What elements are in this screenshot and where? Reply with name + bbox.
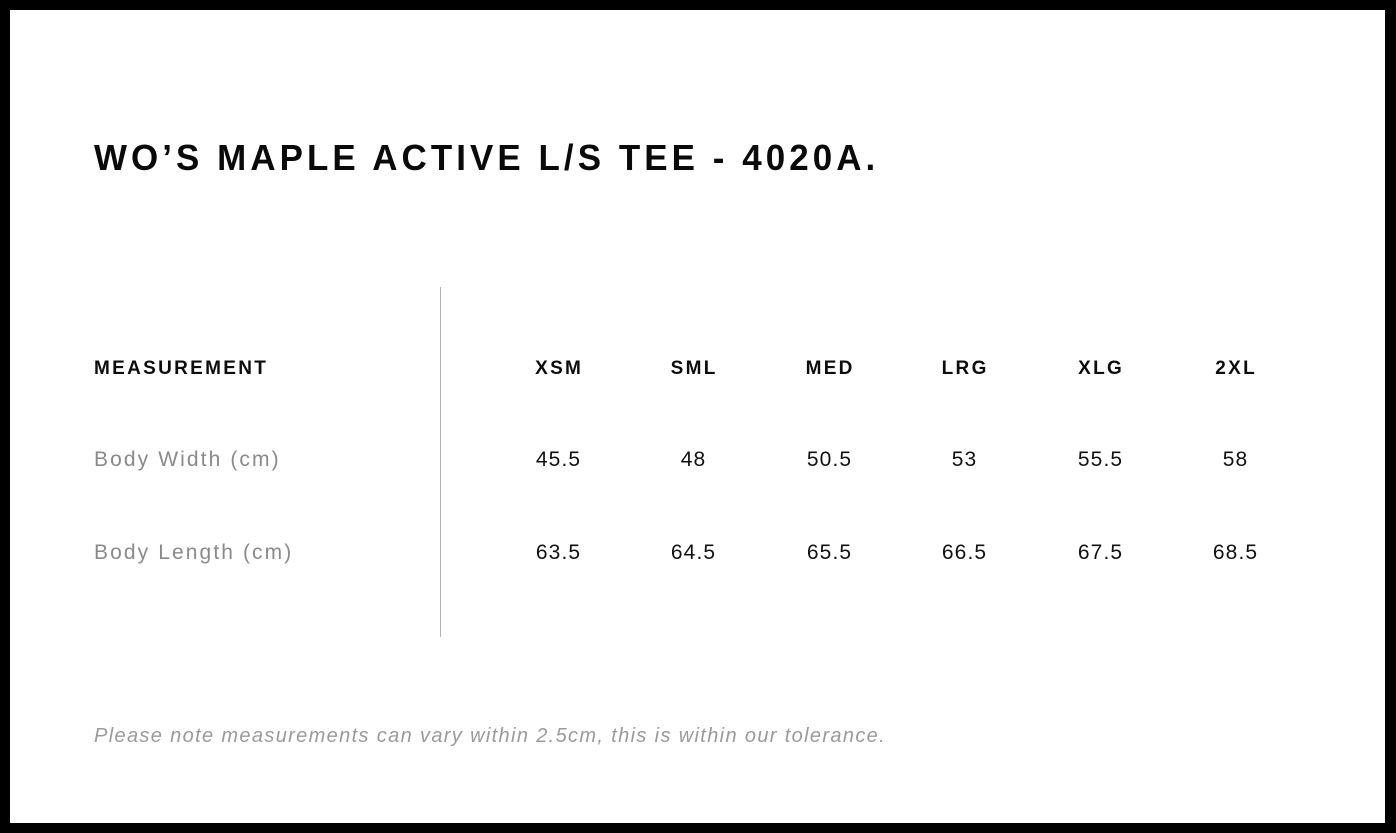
- cell-body-width-lrg: 53: [951, 448, 978, 471]
- cell-body-length-sml: 64.5: [670, 541, 717, 564]
- cell-body-length-lrg: 66.5: [941, 541, 988, 564]
- cell-body-width-xsm: 45.5: [535, 448, 582, 471]
- page-title: WO’S MAPLE ACTIVE L/S TEE - 4020A.: [94, 137, 880, 179]
- cell-body-length-2xl: 68.5: [1212, 541, 1259, 564]
- column-header-xlg: XLG: [1078, 358, 1125, 379]
- column-header-2xl: 2XL: [1215, 358, 1258, 379]
- column-header-med: MED: [805, 358, 855, 379]
- table-vertical-divider: [440, 287, 441, 637]
- column-header-measurement: MEASUREMENT: [94, 358, 269, 379]
- cell-body-width-xlg: 55.5: [1077, 448, 1124, 471]
- column-header-sml: SML: [670, 358, 718, 379]
- cell-body-width-med: 50.5: [806, 448, 853, 471]
- cell-body-width-sml: 48: [680, 448, 707, 471]
- cell-body-width-2xl: 58: [1222, 448, 1249, 471]
- table-row: Body Width (cm) 45.5 48 50.5 53 55.5 58: [10, 445, 1385, 475]
- column-header-xsm: XSM: [535, 358, 584, 379]
- column-header-lrg: LRG: [941, 358, 989, 379]
- row-label-body-width: Body Width (cm): [94, 448, 281, 471]
- table-header-row: MEASUREMENT XSM SML MED LRG XLG 2XL: [10, 354, 1385, 384]
- row-label-body-length: Body Length (cm): [94, 541, 294, 564]
- tolerance-note: Please note measurements can vary within…: [94, 725, 887, 747]
- cell-body-length-xsm: 63.5: [535, 541, 582, 564]
- table-row: Body Length (cm) 63.5 64.5 65.5 66.5 67.…: [10, 538, 1385, 568]
- cell-body-length-xlg: 67.5: [1077, 541, 1124, 564]
- cell-body-length-med: 65.5: [806, 541, 853, 564]
- size-chart-page: WO’S MAPLE ACTIVE L/S TEE - 4020A. MEASU…: [10, 10, 1385, 823]
